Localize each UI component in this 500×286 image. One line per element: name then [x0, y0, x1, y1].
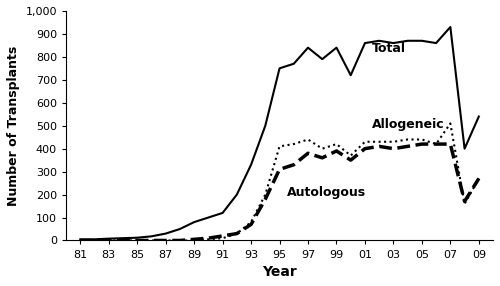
Text: Allogeneic: Allogeneic	[372, 118, 444, 131]
Text: Autologous: Autologous	[286, 186, 366, 199]
Text: Total: Total	[372, 42, 406, 55]
X-axis label: Year: Year	[262, 265, 297, 279]
Y-axis label: Number of Transplants: Number of Transplants	[7, 45, 20, 206]
